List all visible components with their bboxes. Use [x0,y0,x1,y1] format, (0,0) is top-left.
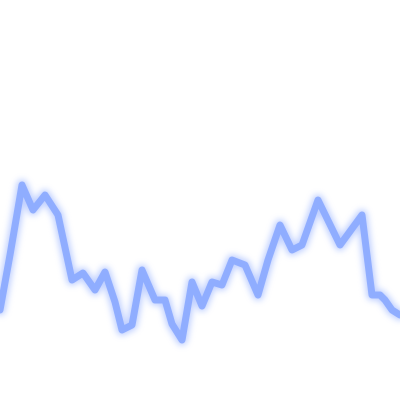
series-line-glow-0 [0,179,400,346]
plot-layer [0,179,400,346]
series-line-0 [0,181,400,344]
